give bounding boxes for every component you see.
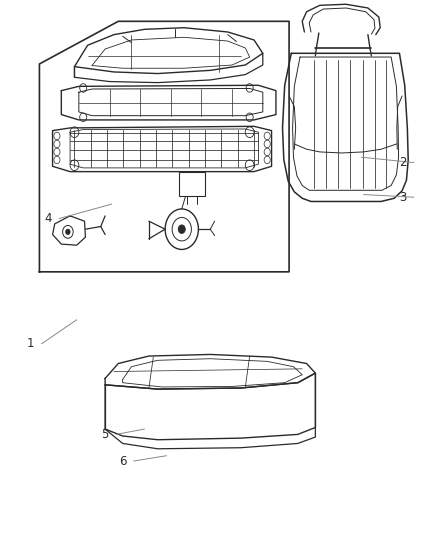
Text: 4: 4: [44, 212, 52, 225]
Text: 1: 1: [27, 337, 35, 350]
Circle shape: [178, 225, 185, 233]
Text: 2: 2: [399, 156, 407, 169]
Text: 5: 5: [102, 428, 109, 441]
FancyBboxPatch shape: [179, 172, 205, 196]
Text: 3: 3: [399, 191, 406, 204]
Text: 6: 6: [119, 455, 127, 467]
Circle shape: [66, 229, 70, 235]
